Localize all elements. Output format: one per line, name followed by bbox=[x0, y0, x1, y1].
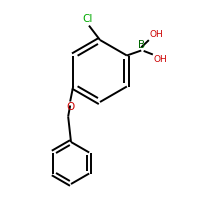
Text: O: O bbox=[66, 102, 74, 112]
Text: OH: OH bbox=[153, 55, 167, 64]
Text: Cl: Cl bbox=[83, 14, 93, 24]
Text: B: B bbox=[138, 40, 145, 50]
Text: OH: OH bbox=[149, 30, 163, 39]
